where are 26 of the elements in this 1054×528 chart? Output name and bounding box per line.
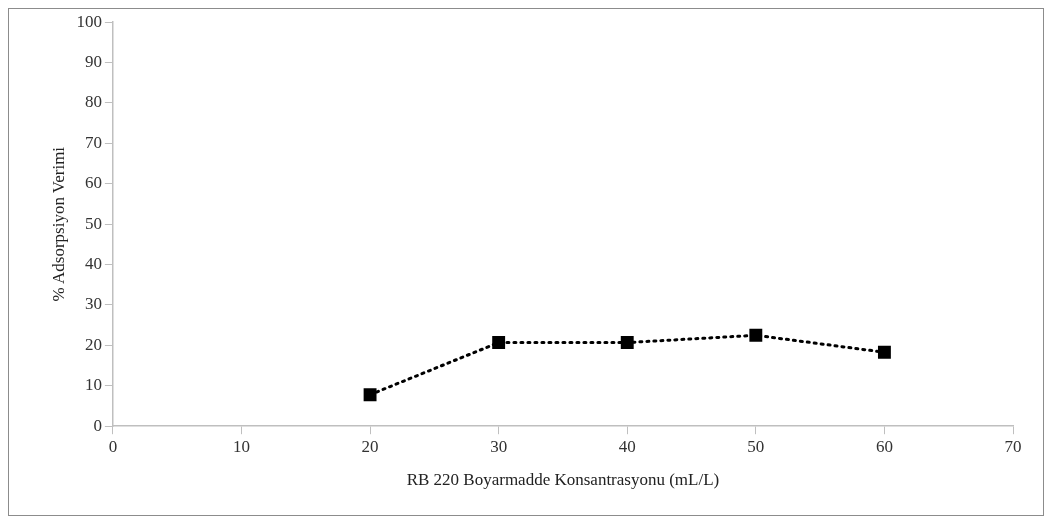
- y-tick-label: 10: [84, 375, 102, 395]
- y-axis-title: % Adsorpsiyon Verimi: [48, 146, 68, 302]
- x-tick-label: 20: [361, 436, 379, 456]
- point: [620, 336, 634, 350]
- x-tick-label: 70: [1004, 436, 1022, 456]
- y-tick-label: 20: [84, 334, 102, 354]
- x-tick-label: 0: [108, 436, 118, 456]
- x-tick-label: 50: [747, 436, 765, 456]
- x-tick-label: 40: [618, 436, 636, 456]
- point: [749, 328, 763, 342]
- x-tick-label: 60: [875, 436, 893, 456]
- y-tick-label: 80: [84, 92, 102, 112]
- point: [877, 345, 891, 359]
- x-axis-title: RB 220 Boyarmadde Konsantrasyonu (mL/L): [406, 470, 720, 490]
- y-tick-label: 90: [84, 52, 102, 72]
- y-tick-label: 70: [84, 132, 102, 152]
- point: [363, 388, 377, 402]
- y-tick-label: 100: [76, 11, 102, 31]
- y-tick-label: 40: [84, 254, 102, 274]
- x-tick-label: 30: [490, 436, 508, 456]
- y-tick-label: 50: [84, 213, 102, 233]
- y-tick-label: 60: [84, 173, 102, 193]
- point: [492, 336, 506, 350]
- y-tick-label: 30: [84, 294, 102, 314]
- x-tick-label: 10: [232, 436, 250, 456]
- y-tick-label: 0: [93, 415, 102, 435]
